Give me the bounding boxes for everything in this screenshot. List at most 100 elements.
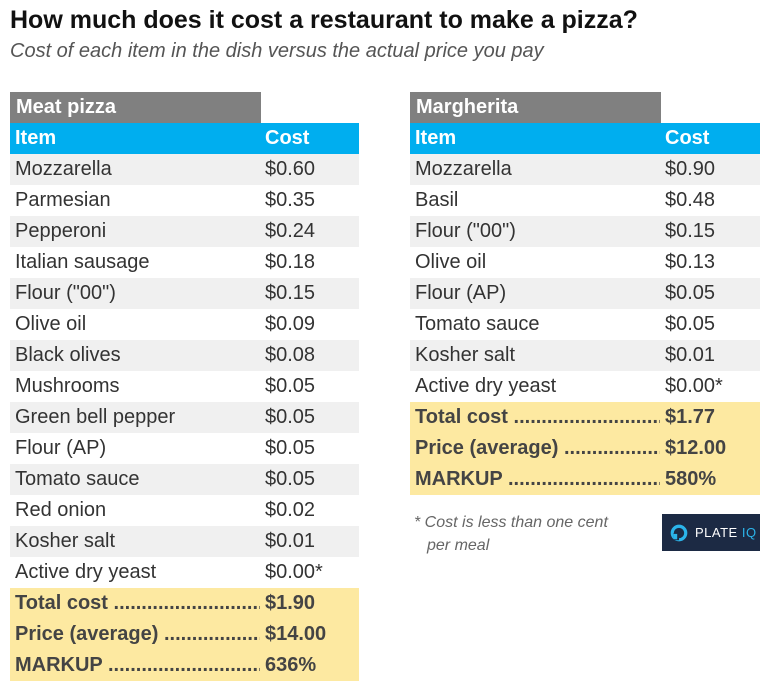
total-label-cell: MARKUP [410,464,660,495]
total-cost-row: Total cost$1.77 [410,402,760,433]
ingredient-name: Olive oil [415,251,487,273]
table-row: Active dry yeast $0.00* [10,557,359,588]
table-row: Olive oil $0.09 [10,309,359,340]
total-value: $12.00 [665,437,727,459]
ingredient-cost: $0.35 [265,189,316,211]
total-label-cell: Price (average) [410,433,660,464]
table-row: Mozzarella $0.60 [10,154,359,185]
ingredient-cost: $0.00* [665,375,723,397]
table-row: Flour ("00") $0.15 [10,278,359,309]
ingredient-name: Flour (AP) [15,437,107,459]
table-row: Flour (AP) $0.05 [10,433,359,464]
average-price-row: Price (average)$14.00 [10,619,359,650]
margherita-table: Margherita Item Cost Mozzarella $0.90 Basi… [410,92,760,495]
footnote-line-2: per meal [427,537,490,554]
ingredient-cost: $0.15 [665,220,716,242]
ingredient-rows: Mozzarella $0.60 Parmesian $0.35 Pepperoni $0… [10,154,359,588]
ingredient-cost: $0.05 [265,375,316,397]
ingredient-name: Active dry yeast [415,375,557,397]
ingredient-name: Pepperoni [15,220,107,242]
ingredient-cost: $0.05 [665,282,716,304]
total-label-cell: MARKUP [10,650,260,681]
total-label: MARKUP [15,654,260,676]
ingredient-name: Flour ("00") [15,282,116,304]
total-value: 636% [265,654,317,676]
table-row: Red onion $0.02 [10,495,359,526]
total-value: $1.77 [665,406,716,428]
table-row: Active dry yeast $0.00* [410,371,760,402]
ingredient-name: Tomato sauce [415,313,540,335]
ingredient-name: Basil [415,189,459,211]
table-row: Tomato sauce $0.05 [410,309,760,340]
plate-iq-logo-icon [670,524,688,541]
ingredient-name: Red onion [15,499,107,521]
table-row: Black olives $0.08 [10,340,359,371]
total-label-cell: Total cost [410,402,660,433]
ingredient-name: Green bell pepper [15,406,176,428]
plate-iq-logo: PLATE IQ [662,514,760,551]
page-subtitle: Cost of each item in the dish versus the… [10,40,544,62]
average-price-row: Price (average)$12.00 [410,433,760,464]
table-row: Tomato sauce $0.05 [10,464,359,495]
table-row: Parmesian $0.35 [10,185,359,216]
ingredient-cost: $0.15 [265,282,316,304]
total-label-cell: Price (average) [10,619,260,650]
ingredient-name: Flour (AP) [415,282,507,304]
table-header: Item Cost [410,123,760,154]
ingredient-name: Kosher salt [415,344,516,366]
ingredient-cost: $0.13 [665,251,716,273]
meat-pizza-table: Meat pizza Item Cost Mozzarella $0.60 Parm… [10,92,359,681]
header-item: Item [415,127,457,149]
ingredient-cost: $0.02 [265,499,316,521]
total-label: Total cost [15,592,260,614]
table-row: Italian sausage $0.18 [10,247,359,278]
ingredient-name: Tomato sauce [15,468,140,490]
ingredient-name: Mozzarella [15,158,112,180]
ingredient-cost: $0.05 [265,437,316,459]
table-row: Olive oil $0.13 [410,247,760,278]
ingredient-name: Mozzarella [415,158,512,180]
ingredient-name: Active dry yeast [15,561,157,583]
ingredient-cost: $0.24 [265,220,316,242]
total-cost-row: Total cost$1.90 [10,588,359,619]
total-value: $1.90 [265,592,316,614]
ingredient-cost: $0.01 [665,344,716,366]
total-label: Price (average) [15,623,260,645]
table-row: Flour ("00") $0.15 [410,216,760,247]
total-label: MARKUP [415,468,660,490]
ingredient-rows: Mozzarella $0.90 Basil $0.48 Flour ("00") $0.… [410,154,760,402]
ingredient-cost: $0.60 [265,158,316,180]
ingredient-cost: $0.90 [665,158,716,180]
table-row: Pepperoni $0.24 [10,216,359,247]
table-row: Basil $0.48 [410,185,760,216]
ingredient-cost: $0.18 [265,251,316,273]
markup-row: MARKUP580% [410,464,760,495]
ingredient-name: Kosher salt [15,530,116,552]
total-label: Total cost [415,406,660,428]
page-title: How much does it cost a restaurant to ma… [10,6,638,34]
ingredient-name: Olive oil [15,313,87,335]
table-row: Kosher salt $0.01 [10,526,359,557]
table-name: Margherita [410,92,661,123]
header-cost: Cost [265,127,310,149]
total-label: Price (average) [415,437,660,459]
total-value: $14.00 [265,623,327,645]
table-header: Item Cost [10,123,359,154]
markup-row: MARKUP636% [10,650,359,681]
ingredient-name: Mushrooms [15,375,120,397]
ingredient-cost: $0.05 [265,468,316,490]
ingredient-cost: $0.05 [665,313,716,335]
ingredient-cost: $0.01 [265,530,316,552]
ingredient-cost: $0.05 [265,406,316,428]
table-row: Mozzarella $0.90 [410,154,760,185]
total-label-cell: Total cost [10,588,260,619]
footnote-line-1: * Cost is less than one cent [414,514,608,531]
table-row: Kosher salt $0.01 [410,340,760,371]
total-value: 580% [665,468,717,490]
logo-text: PLATE IQ [695,525,757,540]
footnote: * Cost is less than one cent per meal [414,511,608,557]
ingredient-name: Italian sausage [15,251,150,273]
table-row: Flour (AP) $0.05 [410,278,760,309]
header-item: Item [15,127,57,149]
